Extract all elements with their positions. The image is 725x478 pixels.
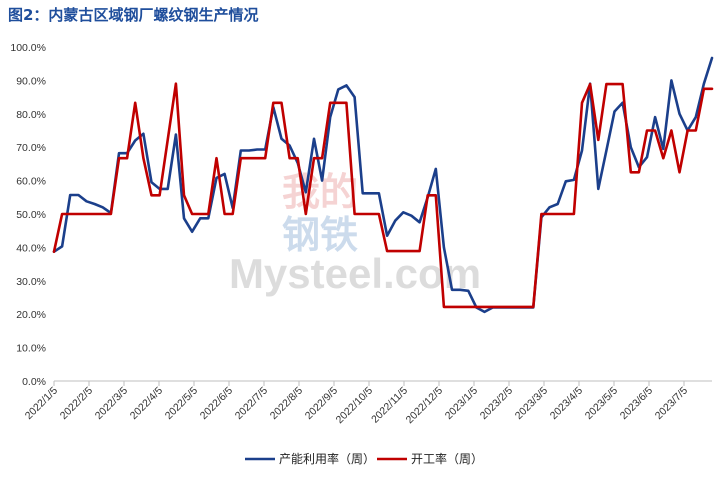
legend: 产能利用率（周） 开工率（周） xyxy=(245,451,483,466)
y-tick-label: 50.0% xyxy=(16,209,46,221)
watermark-cn-top: 我的 xyxy=(282,172,358,214)
x-tick-label: 2022/1/5 xyxy=(23,385,60,422)
y-tick-label: 20.0% xyxy=(16,309,46,321)
y-tick-label: 30.0% xyxy=(16,276,46,288)
series-layer xyxy=(52,56,714,314)
x-tick-label: 2022/7/5 xyxy=(233,385,270,422)
y-tick-label: 10.0% xyxy=(16,343,46,355)
y-tick-label: 60.0% xyxy=(16,176,46,188)
x-tick-label: 2023/1/5 xyxy=(443,385,480,422)
x-tick-label: 2023/2/5 xyxy=(478,385,515,422)
y-tick-label: 70.0% xyxy=(16,142,46,154)
series-line-operating-rate xyxy=(52,82,714,309)
x-tick-label: 2022/4/5 xyxy=(128,385,165,422)
y-tick-label: 100.0% xyxy=(10,42,46,54)
y-tick-label: 0.0% xyxy=(22,376,46,388)
y-tick-label: 80.0% xyxy=(16,109,46,121)
legend-label-capacity-utilization: 产能利用率（周） xyxy=(279,451,375,466)
x-tick-label: 2023/7/5 xyxy=(653,385,690,422)
x-tick-label: 2022/12/5 xyxy=(404,385,446,427)
x-tick-label: 2022/5/5 xyxy=(163,385,200,422)
legend-label-operating-rate: 开工率（周） xyxy=(411,451,483,466)
x-tick-label: 2023/4/5 xyxy=(548,385,585,422)
x-tick-label: 2022/2/5 xyxy=(58,385,95,422)
y-axis: 0.0% 10.0% 20.0% 30.0% 40.0% 50.0% 60.0% 70.0% 8… xyxy=(10,42,46,388)
y-tick-label: 90.0% xyxy=(16,75,46,87)
x-tick-label: 2022/10/5 xyxy=(334,385,376,427)
x-tick-label: 2023/5/5 xyxy=(583,385,620,422)
y-tick-label: 40.0% xyxy=(16,242,46,254)
x-axis: 2022/1/52022/2/52022/3/52022/4/52022/5/5… xyxy=(23,380,712,427)
x-tick-label: 2022/8/5 xyxy=(268,385,305,422)
x-tick-label: 2023/6/5 xyxy=(618,385,655,422)
x-tick-label: 2022/6/5 xyxy=(198,385,235,422)
chart-title: 图2：内蒙古区域钢厂螺纹钢生产情况 xyxy=(8,6,259,24)
x-tick-label: 2022/3/5 xyxy=(93,385,130,422)
watermark-cn-bottom: 钢铁 xyxy=(282,215,358,257)
series-line-capacity-utilization xyxy=(52,56,714,314)
x-tick-label: 2023/3/5 xyxy=(513,385,550,422)
